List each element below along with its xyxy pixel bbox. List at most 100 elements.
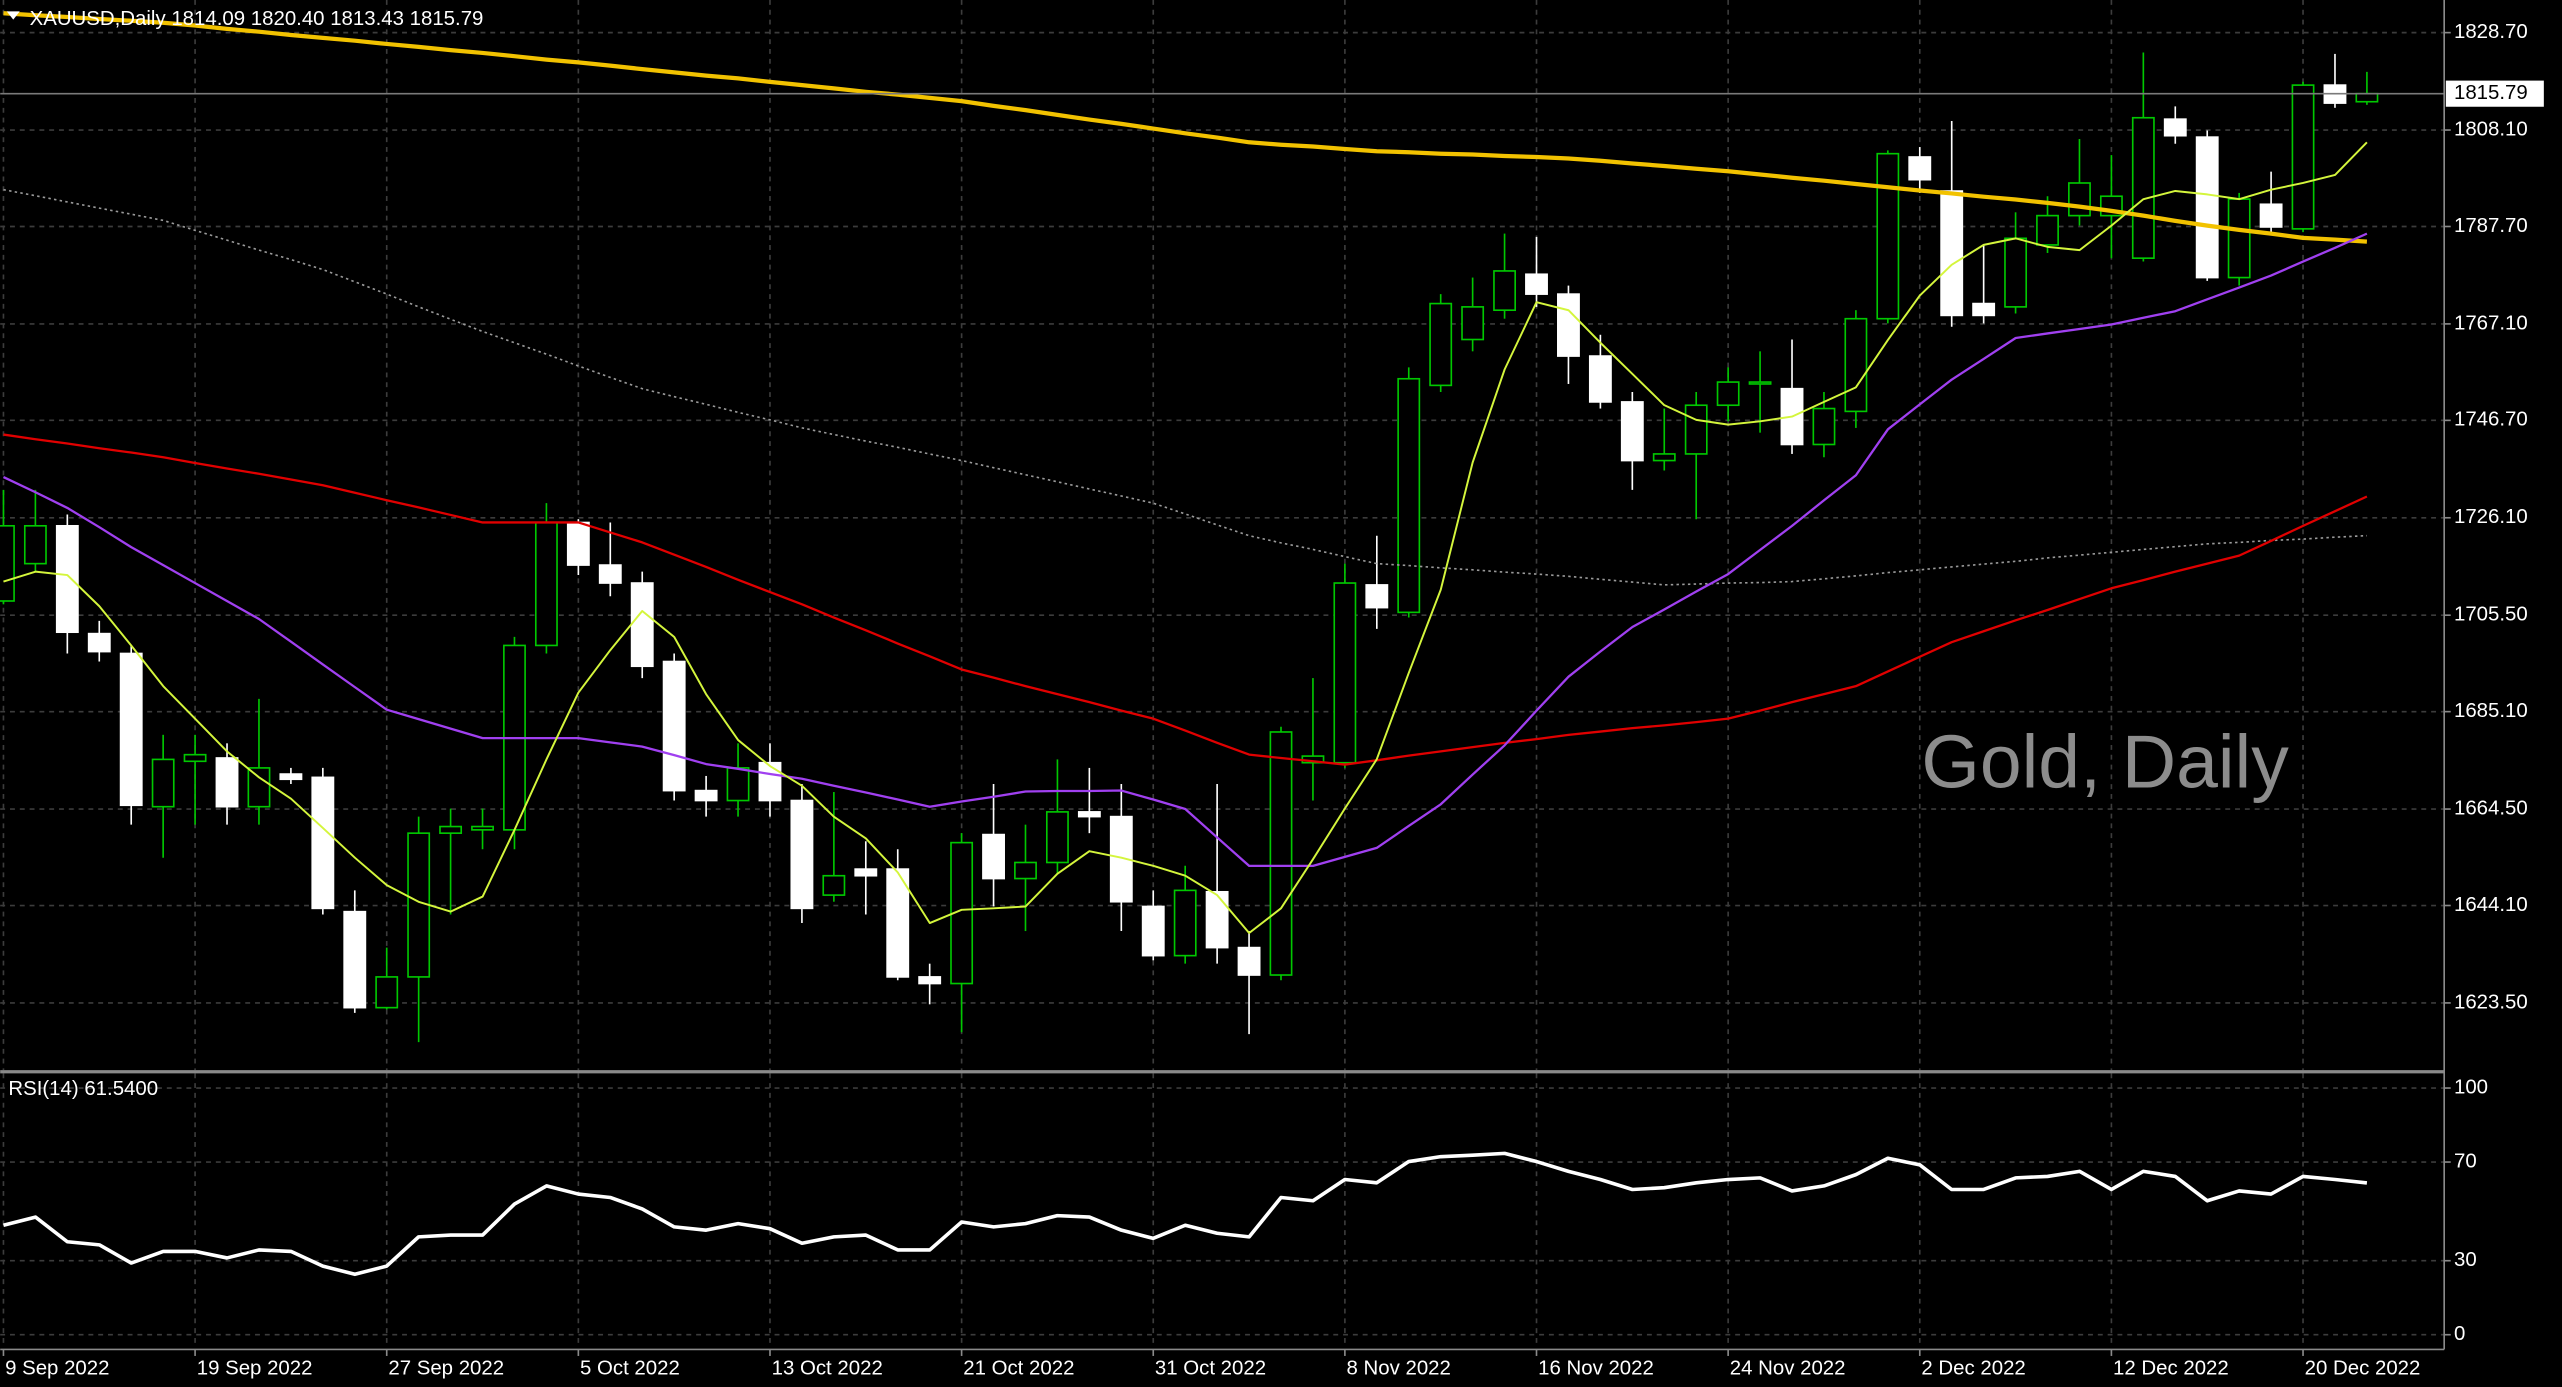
y-tick-label: 1767.10	[2454, 312, 2528, 334]
candle-body	[694, 789, 718, 802]
x-tick-label: 12 Dec 2022	[2113, 1357, 2229, 1379]
x-tick-label: 19 Sep 2022	[197, 1357, 313, 1379]
candle-body	[1141, 905, 1165, 957]
moving-average-line	[3, 11, 2368, 244]
x-tick-label: 16 Nov 2022	[1538, 1357, 1654, 1379]
candle-body	[758, 761, 782, 802]
last-price-label: 1815.79	[2454, 82, 2528, 104]
x-tick-label: 9 Sep 2022	[5, 1357, 109, 1379]
y-tick-label: 1705.50	[2454, 604, 2528, 626]
y-tick-label: 1787.70	[2454, 215, 2528, 237]
candle-body	[87, 632, 111, 653]
candle-body	[375, 976, 399, 1009]
candle-body	[1876, 152, 1900, 320]
candle-body	[2036, 214, 2059, 246]
candle-body	[2355, 92, 2379, 103]
x-tick-label: 27 Sep 2022	[388, 1357, 504, 1379]
candle-body	[119, 652, 143, 807]
candle-body	[247, 767, 271, 808]
candle-body	[790, 799, 814, 910]
candle-body	[630, 582, 654, 668]
candle-body	[1812, 407, 1836, 446]
chart-title: XAUUSD,Daily 1814.09 1820.40 1813.43 181…	[30, 8, 484, 30]
candle-body	[343, 910, 367, 1009]
moving-average-line	[3, 433, 2368, 766]
candle-body	[1493, 270, 1517, 312]
y-tick-label: 1726.10	[2454, 506, 2528, 528]
candle-body	[2068, 182, 2091, 217]
candle-body	[1014, 861, 1037, 880]
candle-body	[1077, 811, 1101, 818]
candle-body	[23, 524, 47, 565]
candle-body	[311, 776, 335, 910]
candle-body	[279, 773, 303, 781]
candle-body	[1109, 815, 1133, 903]
candle-body	[1461, 306, 1485, 341]
y-tick-label: 0	[2454, 1323, 2465, 1345]
x-tick-label: 24 Nov 2022	[1730, 1357, 1846, 1379]
candle-body	[598, 564, 622, 584]
candle-body	[1588, 355, 1612, 403]
candle-body	[1333, 582, 1357, 764]
candle-body	[566, 521, 590, 566]
candle-body	[2227, 198, 2251, 279]
rsi-line	[3, 1151, 2368, 1277]
candle-body	[1429, 302, 1453, 387]
candle-body	[0, 524, 15, 602]
candle-body	[2259, 203, 2283, 228]
candle-body	[1972, 302, 1996, 317]
y-tick-label: 70	[2454, 1150, 2477, 1172]
marks-layer	[0, 11, 2445, 1277]
x-tick-label: 2 Dec 2022	[1921, 1357, 2025, 1379]
candle-body	[1940, 190, 1964, 317]
candle-body	[886, 868, 910, 978]
candle-body	[2163, 118, 2187, 137]
candle-body	[1652, 453, 1676, 462]
x-tick-label: 8 Nov 2022	[1347, 1357, 1451, 1379]
candle-body	[55, 524, 79, 634]
candle-body	[982, 833, 1005, 880]
candle-body	[534, 521, 558, 647]
candle-body	[2004, 237, 2028, 308]
candle-body	[1716, 381, 1740, 407]
candle-body	[1620, 401, 1644, 462]
candle-body	[1684, 404, 1708, 455]
y-tick-label: 1828.70	[2454, 21, 2528, 43]
x-tick-label: 5 Oct 2022	[580, 1357, 680, 1379]
candle-body	[822, 874, 846, 896]
candle-body	[950, 841, 974, 985]
candle-body	[1748, 381, 1772, 385]
candle-body	[215, 757, 239, 808]
candle-body	[439, 825, 463, 834]
candle-body	[1557, 293, 1580, 357]
candle-body	[726, 767, 750, 802]
candle-body	[2291, 84, 2315, 230]
candle-body	[1269, 731, 1293, 976]
moving-average-line	[2, 232, 2368, 867]
y-tick-label: 30	[2454, 1249, 2477, 1271]
candle-body	[1525, 273, 1548, 295]
y-tick-label: 1808.10	[2454, 118, 2528, 140]
candle-body	[2131, 116, 2155, 259]
candle-body	[1237, 946, 1261, 976]
y-tick-label: 1685.10	[2454, 700, 2528, 722]
candle-body	[1908, 156, 1932, 181]
rsi-title: RSI(14) 61.5400	[8, 1078, 158, 1100]
y-tick-label: 1664.50	[2454, 797, 2528, 819]
x-tick-label: 31 Oct 2022	[1155, 1357, 1266, 1379]
candle-body	[1045, 811, 1069, 864]
candle-body	[1173, 889, 1197, 957]
candle-body	[151, 758, 175, 808]
candle-body	[183, 753, 207, 763]
candle-body	[471, 825, 494, 831]
last-price-box	[2445, 80, 2544, 107]
y-tick-label: 1644.10	[2454, 894, 2528, 916]
candle-body	[1205, 890, 1229, 949]
candle-body	[1365, 584, 1389, 609]
candle-body	[2195, 136, 2219, 279]
y-tick-label: 100	[2454, 1076, 2488, 1098]
axis-layer: 1828.70 1808.10 1787.70 1767.10 1746.70 1726.…	[2, 21, 2544, 1379]
x-tick-label: 20 Dec 2022	[2305, 1357, 2421, 1379]
